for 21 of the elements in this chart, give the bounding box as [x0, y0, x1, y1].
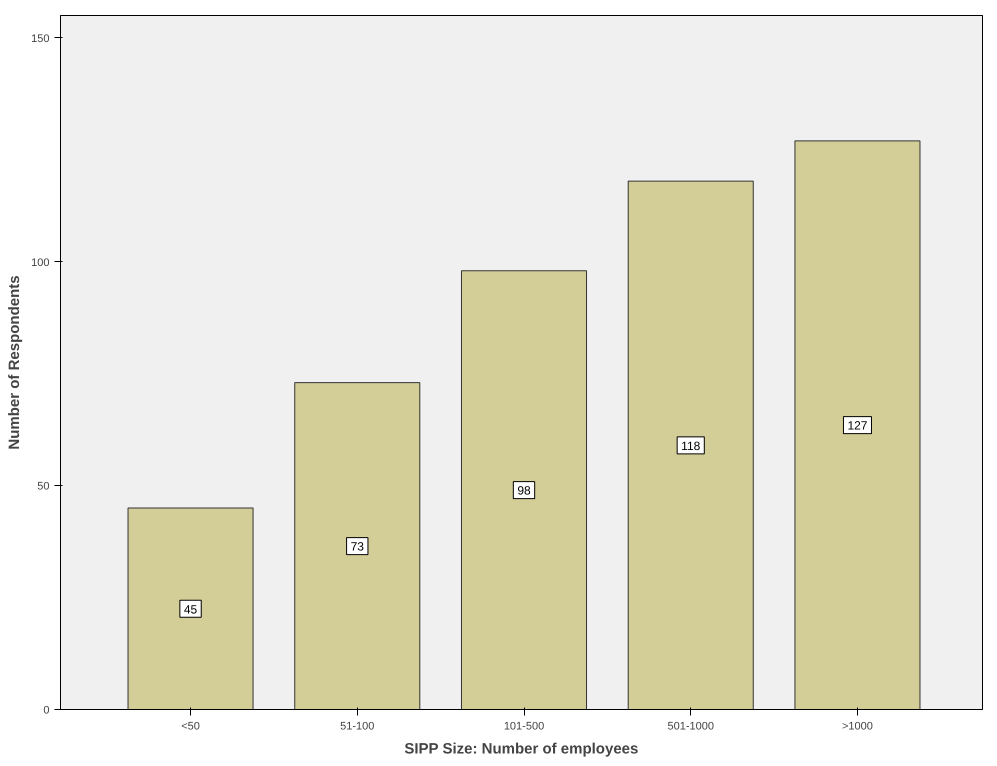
bar	[460, 270, 588, 710]
data-label: 127	[847, 418, 868, 433]
y-tick-label: 150	[31, 32, 50, 45]
data-label: 45	[184, 602, 198, 616]
y-tick-label: 100	[31, 256, 50, 269]
data-label: 73	[350, 540, 364, 554]
x-tick-label: 51-100	[340, 720, 374, 732]
y-tick-label: 0	[43, 704, 50, 716]
x-tick-label: <50	[181, 720, 200, 732]
x-axis-title: SIPP Size: Number of employees	[404, 740, 638, 758]
data-label: 98	[517, 484, 531, 498]
bar	[794, 140, 920, 710]
x-tick-label: 101-500	[504, 720, 544, 732]
bar	[294, 382, 420, 710]
data-label: 118	[681, 438, 701, 453]
y-tick-label: 50	[37, 480, 50, 493]
bar	[628, 180, 754, 710]
x-tick-label: >1000	[842, 720, 873, 732]
bar	[128, 508, 254, 710]
y-axis-title: Number of Respondents	[6, 275, 24, 450]
x-tick-label: 501-1000	[667, 720, 714, 732]
